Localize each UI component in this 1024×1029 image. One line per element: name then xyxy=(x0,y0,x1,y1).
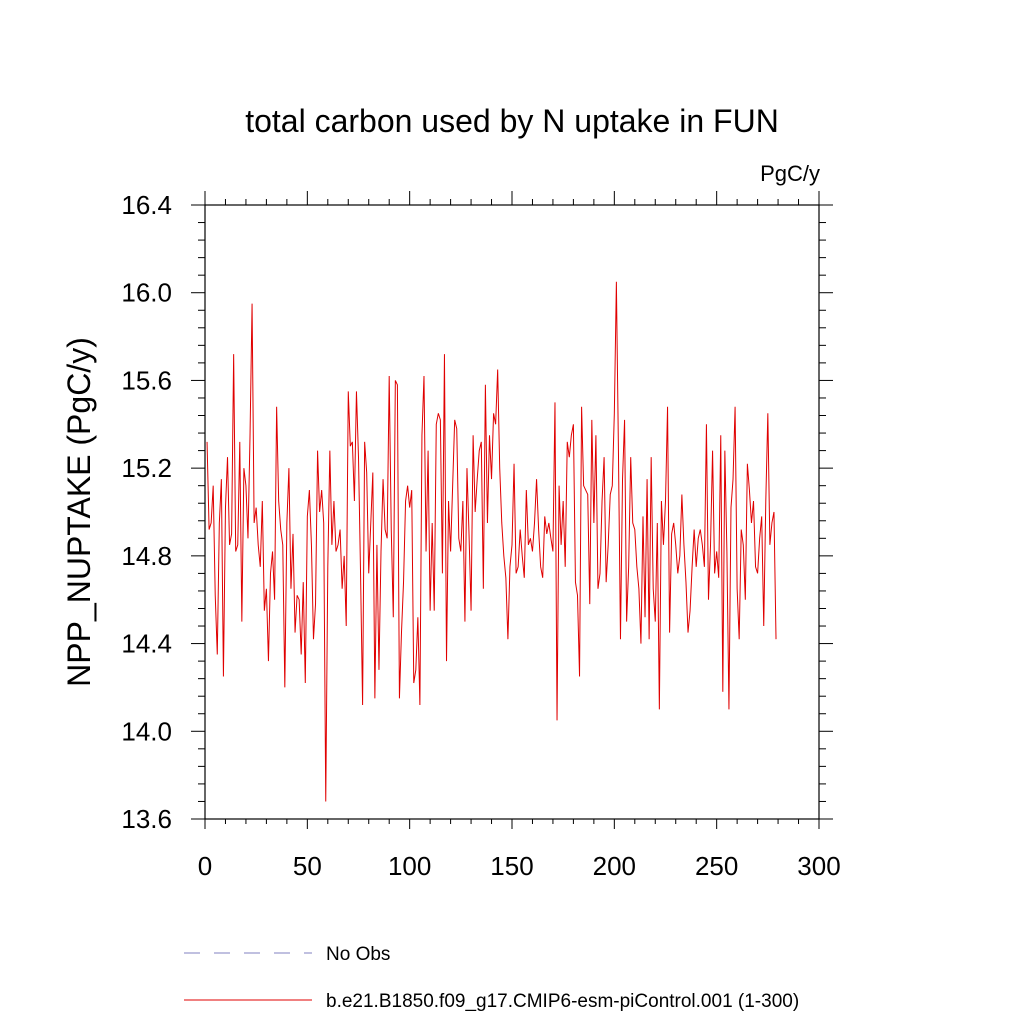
x-tick-label: 0 xyxy=(198,851,212,881)
y-tick-label: 16.0 xyxy=(121,278,172,308)
x-tick-label: 100 xyxy=(388,851,431,881)
units-label: PgC/y xyxy=(760,161,820,186)
x-tick-label: 50 xyxy=(293,851,322,881)
y-tick-label: 13.6 xyxy=(121,804,172,834)
y-tick-label: 16.4 xyxy=(121,190,172,220)
x-tick-label: 150 xyxy=(490,851,533,881)
y-tick-label: 14.0 xyxy=(121,716,172,746)
legend: No Obs b.e21.B1850.f09_g17.CMIP6-esm-piCo… xyxy=(184,944,799,1012)
y-tick-label: 15.2 xyxy=(121,453,172,483)
y-tick-label: 15.6 xyxy=(121,365,172,395)
x-axis-ticks xyxy=(204,191,820,829)
plot-frame xyxy=(204,204,820,820)
y-axis-label: NPP_NUPTAKE (PgC/y) xyxy=(61,337,97,687)
legend-label: b.e21.B1850.f09_g17.CMIP6-esm-piControl.… xyxy=(326,991,799,1012)
x-tick-label: 250 xyxy=(695,851,738,881)
series-line xyxy=(206,281,777,802)
legend-label: No Obs xyxy=(326,944,390,965)
x-axis-tick-labels: 0 50 100 150 200 250 300 xyxy=(198,851,841,881)
y-axis-ticks xyxy=(191,204,833,820)
legend-entry: No Obs xyxy=(184,944,390,965)
legend-entry: b.e21.B1850.f09_g17.CMIP6-esm-piControl.… xyxy=(184,991,799,1012)
series-layer xyxy=(206,281,777,802)
x-tick-label: 300 xyxy=(797,851,840,881)
x-tick-label: 200 xyxy=(593,851,636,881)
y-tick-label: 14.8 xyxy=(121,541,172,571)
y-axis-tick-labels: 13.6 14.0 14.4 14.8 15.2 15.6 16.0 16.4 xyxy=(121,190,172,834)
chart-title: total carbon used by N uptake in FUN xyxy=(245,103,779,139)
y-tick-label: 14.4 xyxy=(121,629,172,659)
